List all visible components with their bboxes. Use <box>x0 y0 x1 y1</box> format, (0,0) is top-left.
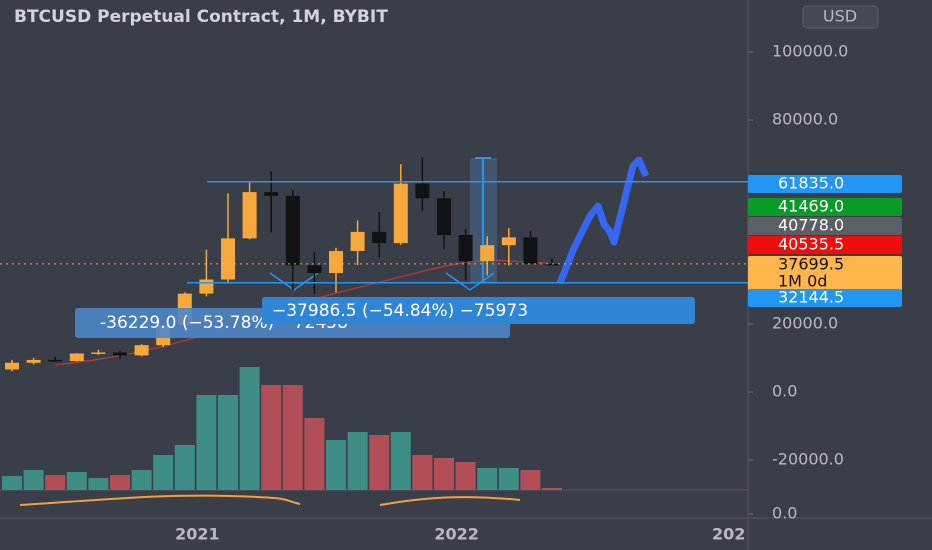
candle-body <box>5 362 19 370</box>
candle-body <box>113 352 127 356</box>
currency-button[interactable] <box>802 5 879 29</box>
price-label: 41469.0 <box>778 197 844 216</box>
axis-layer: 100000.0 80000.0 20000.0 0.0 -20000.0 0.0 6183… <box>0 42 902 544</box>
currency-label[interactable]: USD <box>823 7 857 26</box>
volume-bar <box>110 475 130 490</box>
volume-bar <box>455 462 476 490</box>
candle-body <box>372 231 387 244</box>
price-label-box <box>748 175 902 193</box>
price-label-box <box>748 289 902 307</box>
candle-body <box>437 198 451 235</box>
candle-body <box>285 195 300 266</box>
candle-body <box>264 192 279 196</box>
x-tick-label: 2022 <box>434 525 479 544</box>
price-label-box <box>748 198 902 216</box>
volume-bar <box>412 455 433 490</box>
candle-body <box>501 237 516 246</box>
candle-body <box>458 234 473 262</box>
candle-body <box>199 279 214 294</box>
volume-bar <box>239 367 260 490</box>
candle-body <box>545 263 559 266</box>
x-tick-label: 2021 <box>175 525 220 544</box>
candle-body <box>242 192 257 239</box>
price-label: 37699.5 <box>778 255 844 274</box>
y-tick-label: 20000.0 <box>772 314 838 333</box>
price-label: 61835.0 <box>778 174 844 193</box>
price-label: 40535.5 <box>778 235 844 254</box>
price-label: 32144.5 <box>778 288 844 307</box>
candle-body <box>415 183 430 199</box>
indicator-line <box>19 494 521 506</box>
volume-bar <box>153 455 174 490</box>
candle-body <box>134 345 149 356</box>
y-tick-label: -20000.0 <box>772 450 844 469</box>
volume-bar <box>131 470 152 490</box>
price-label-countdown: 1M 0d <box>778 272 827 291</box>
candle-body <box>393 183 408 244</box>
volume-bar <box>45 475 66 490</box>
y-tick-label: 0.0 <box>772 382 797 401</box>
volume-bar <box>304 418 325 490</box>
volume-bar <box>174 445 195 490</box>
candle-body <box>523 237 538 264</box>
price-label: 40778.0 <box>778 216 844 235</box>
volume-bar <box>347 432 368 490</box>
y-tick-label: 80000.0 <box>772 110 838 129</box>
volume-bar <box>196 395 217 490</box>
price-label-box <box>748 217 902 235</box>
volume-bar <box>498 468 519 490</box>
price-label-box <box>748 256 902 292</box>
volume-bar <box>326 440 346 490</box>
volume-bar <box>520 470 541 490</box>
measure-box <box>262 297 695 324</box>
volume-bar <box>2 476 22 490</box>
volume-bar <box>477 468 498 490</box>
candle-body <box>480 245 495 262</box>
measure-arrows <box>269 272 495 291</box>
candle-body <box>307 265 322 274</box>
chart-title: BTCUSD Perpetual Contract, 1M, BYBIT <box>14 7 388 27</box>
candle-body <box>329 250 343 274</box>
volume-bar <box>390 432 411 490</box>
volume-bar <box>434 458 454 490</box>
volume-layer <box>2 367 562 490</box>
volume-bar <box>261 385 282 490</box>
indicator-tick-label: 0.0 <box>772 504 797 523</box>
measure-label: −37986.5 (−54.84%) −75973 <box>272 301 528 321</box>
volume-bar <box>542 488 562 490</box>
candle-body <box>26 359 41 363</box>
volume-bar <box>218 395 238 490</box>
volume-bar <box>369 435 390 490</box>
y-tick-label: 100000.0 <box>772 42 848 61</box>
price-label-box <box>748 236 902 254</box>
candle-body <box>221 238 235 280</box>
candle-body <box>69 353 84 361</box>
x-tick-label: 202 <box>712 525 745 544</box>
volume-bar <box>282 385 303 490</box>
volume-bar <box>23 470 44 490</box>
candle-body <box>91 352 106 354</box>
projection-pattern <box>556 156 650 285</box>
candle-body <box>48 359 63 362</box>
candle-body <box>350 231 365 251</box>
volume-bar <box>66 472 87 490</box>
volume-bar <box>88 478 109 490</box>
